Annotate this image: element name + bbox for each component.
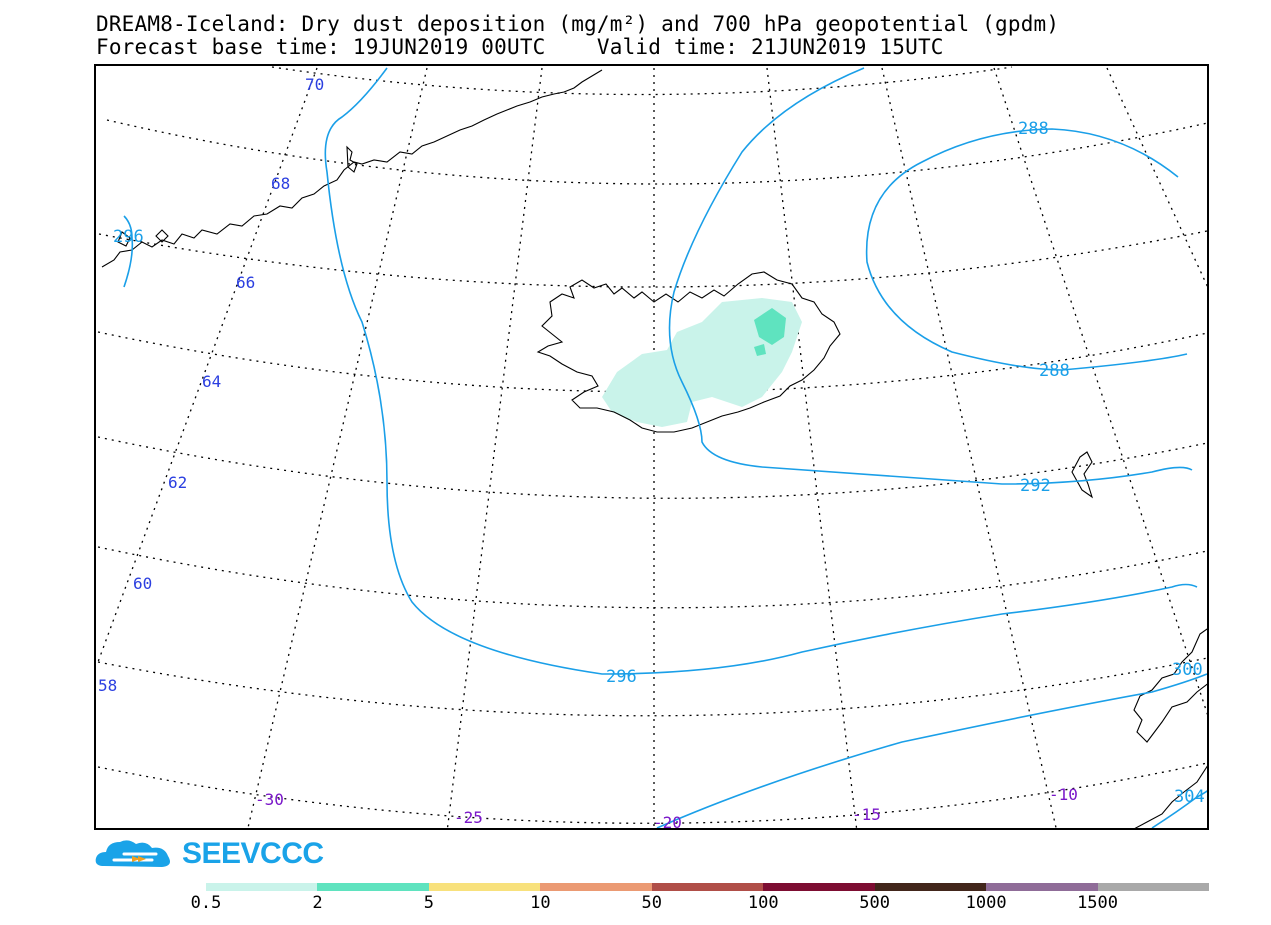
lat-label: 62 xyxy=(168,473,187,492)
contour-label: 288 xyxy=(1018,119,1049,139)
contour-label: 296 xyxy=(113,227,144,247)
greenland-coastline xyxy=(101,69,603,268)
colorbar-segment xyxy=(317,883,429,891)
colorbar-segment xyxy=(763,883,875,891)
latitude-gridlines xyxy=(97,66,1207,824)
colorbar-tick-label: 100 xyxy=(747,893,779,913)
lon-label: -25 xyxy=(454,808,483,827)
iceland-coastline xyxy=(536,271,841,433)
lat-label: 58 xyxy=(98,676,117,695)
colorbar-segment xyxy=(206,883,318,891)
colorbar-tick-label: 2 xyxy=(312,893,323,913)
cloud-icon xyxy=(95,840,170,867)
colorbar-tick-label: 50 xyxy=(641,893,663,913)
colorbar-segment xyxy=(428,883,541,891)
map-canvas: 288 288 292 296 296 300 304 70 68 66 64 … xyxy=(97,66,1207,828)
colorbar-segment xyxy=(540,883,652,891)
colorbar-tick-label: 5 xyxy=(423,893,434,913)
colorbar-segment xyxy=(986,883,1098,891)
dust-deposition-area xyxy=(602,298,802,427)
faroe-islands-coastline xyxy=(1071,451,1093,499)
contour-label: 292 xyxy=(1020,476,1051,496)
seevccc-logo: SEEVCCC xyxy=(94,834,324,874)
geopotential-contours xyxy=(123,67,1207,828)
colorbar-tick-label: 0.5 xyxy=(190,893,222,913)
colorbar-tick-label: 1500 xyxy=(1077,893,1119,913)
lat-label: 70 xyxy=(305,75,324,94)
colorbar-tick-label: 10 xyxy=(530,893,551,913)
colorbar-segment xyxy=(651,883,764,891)
logo-text: SEEVCCC xyxy=(182,837,324,870)
scandinavia-coastline xyxy=(1134,765,1207,828)
lat-label: 68 xyxy=(271,174,290,193)
colorbar-segment xyxy=(874,883,987,891)
lon-label: -15 xyxy=(852,805,881,824)
longitude-gridlines xyxy=(97,67,1207,828)
map-title: DREAM8-Iceland: Dry dust deposition (mg/… xyxy=(96,12,1060,36)
map-subtitle: Forecast base time: 19JUN2019 00UTC Vali… xyxy=(96,35,944,59)
lat-label: 64 xyxy=(202,372,221,391)
contour-label: 296 xyxy=(606,667,637,687)
contour-label: 300 xyxy=(1172,660,1203,680)
lon-label: -20 xyxy=(653,813,682,828)
latitude-labels: 70 68 66 64 62 60 58 xyxy=(98,75,324,695)
contour-label: 304 xyxy=(1174,787,1205,807)
colorbar-segment xyxy=(1097,883,1209,891)
contour-labels: 288 288 292 296 296 300 304 xyxy=(113,119,1205,807)
lon-label: -30 xyxy=(255,790,284,809)
lon-label: -10 xyxy=(1049,785,1078,804)
colorbar xyxy=(206,883,1209,891)
longitude-labels: -30 -25 -20 -15 -10 xyxy=(255,785,1078,828)
contour-label: 288 xyxy=(1039,361,1070,381)
map-frame[interactable]: 288 288 292 296 296 300 304 70 68 66 64 … xyxy=(94,64,1209,830)
colorbar-tick-label: 1000 xyxy=(965,893,1007,913)
lat-label: 60 xyxy=(133,574,152,593)
norway-coastline xyxy=(1133,628,1207,743)
colorbar-tick-label: 500 xyxy=(859,893,891,913)
lat-label: 66 xyxy=(236,273,255,292)
